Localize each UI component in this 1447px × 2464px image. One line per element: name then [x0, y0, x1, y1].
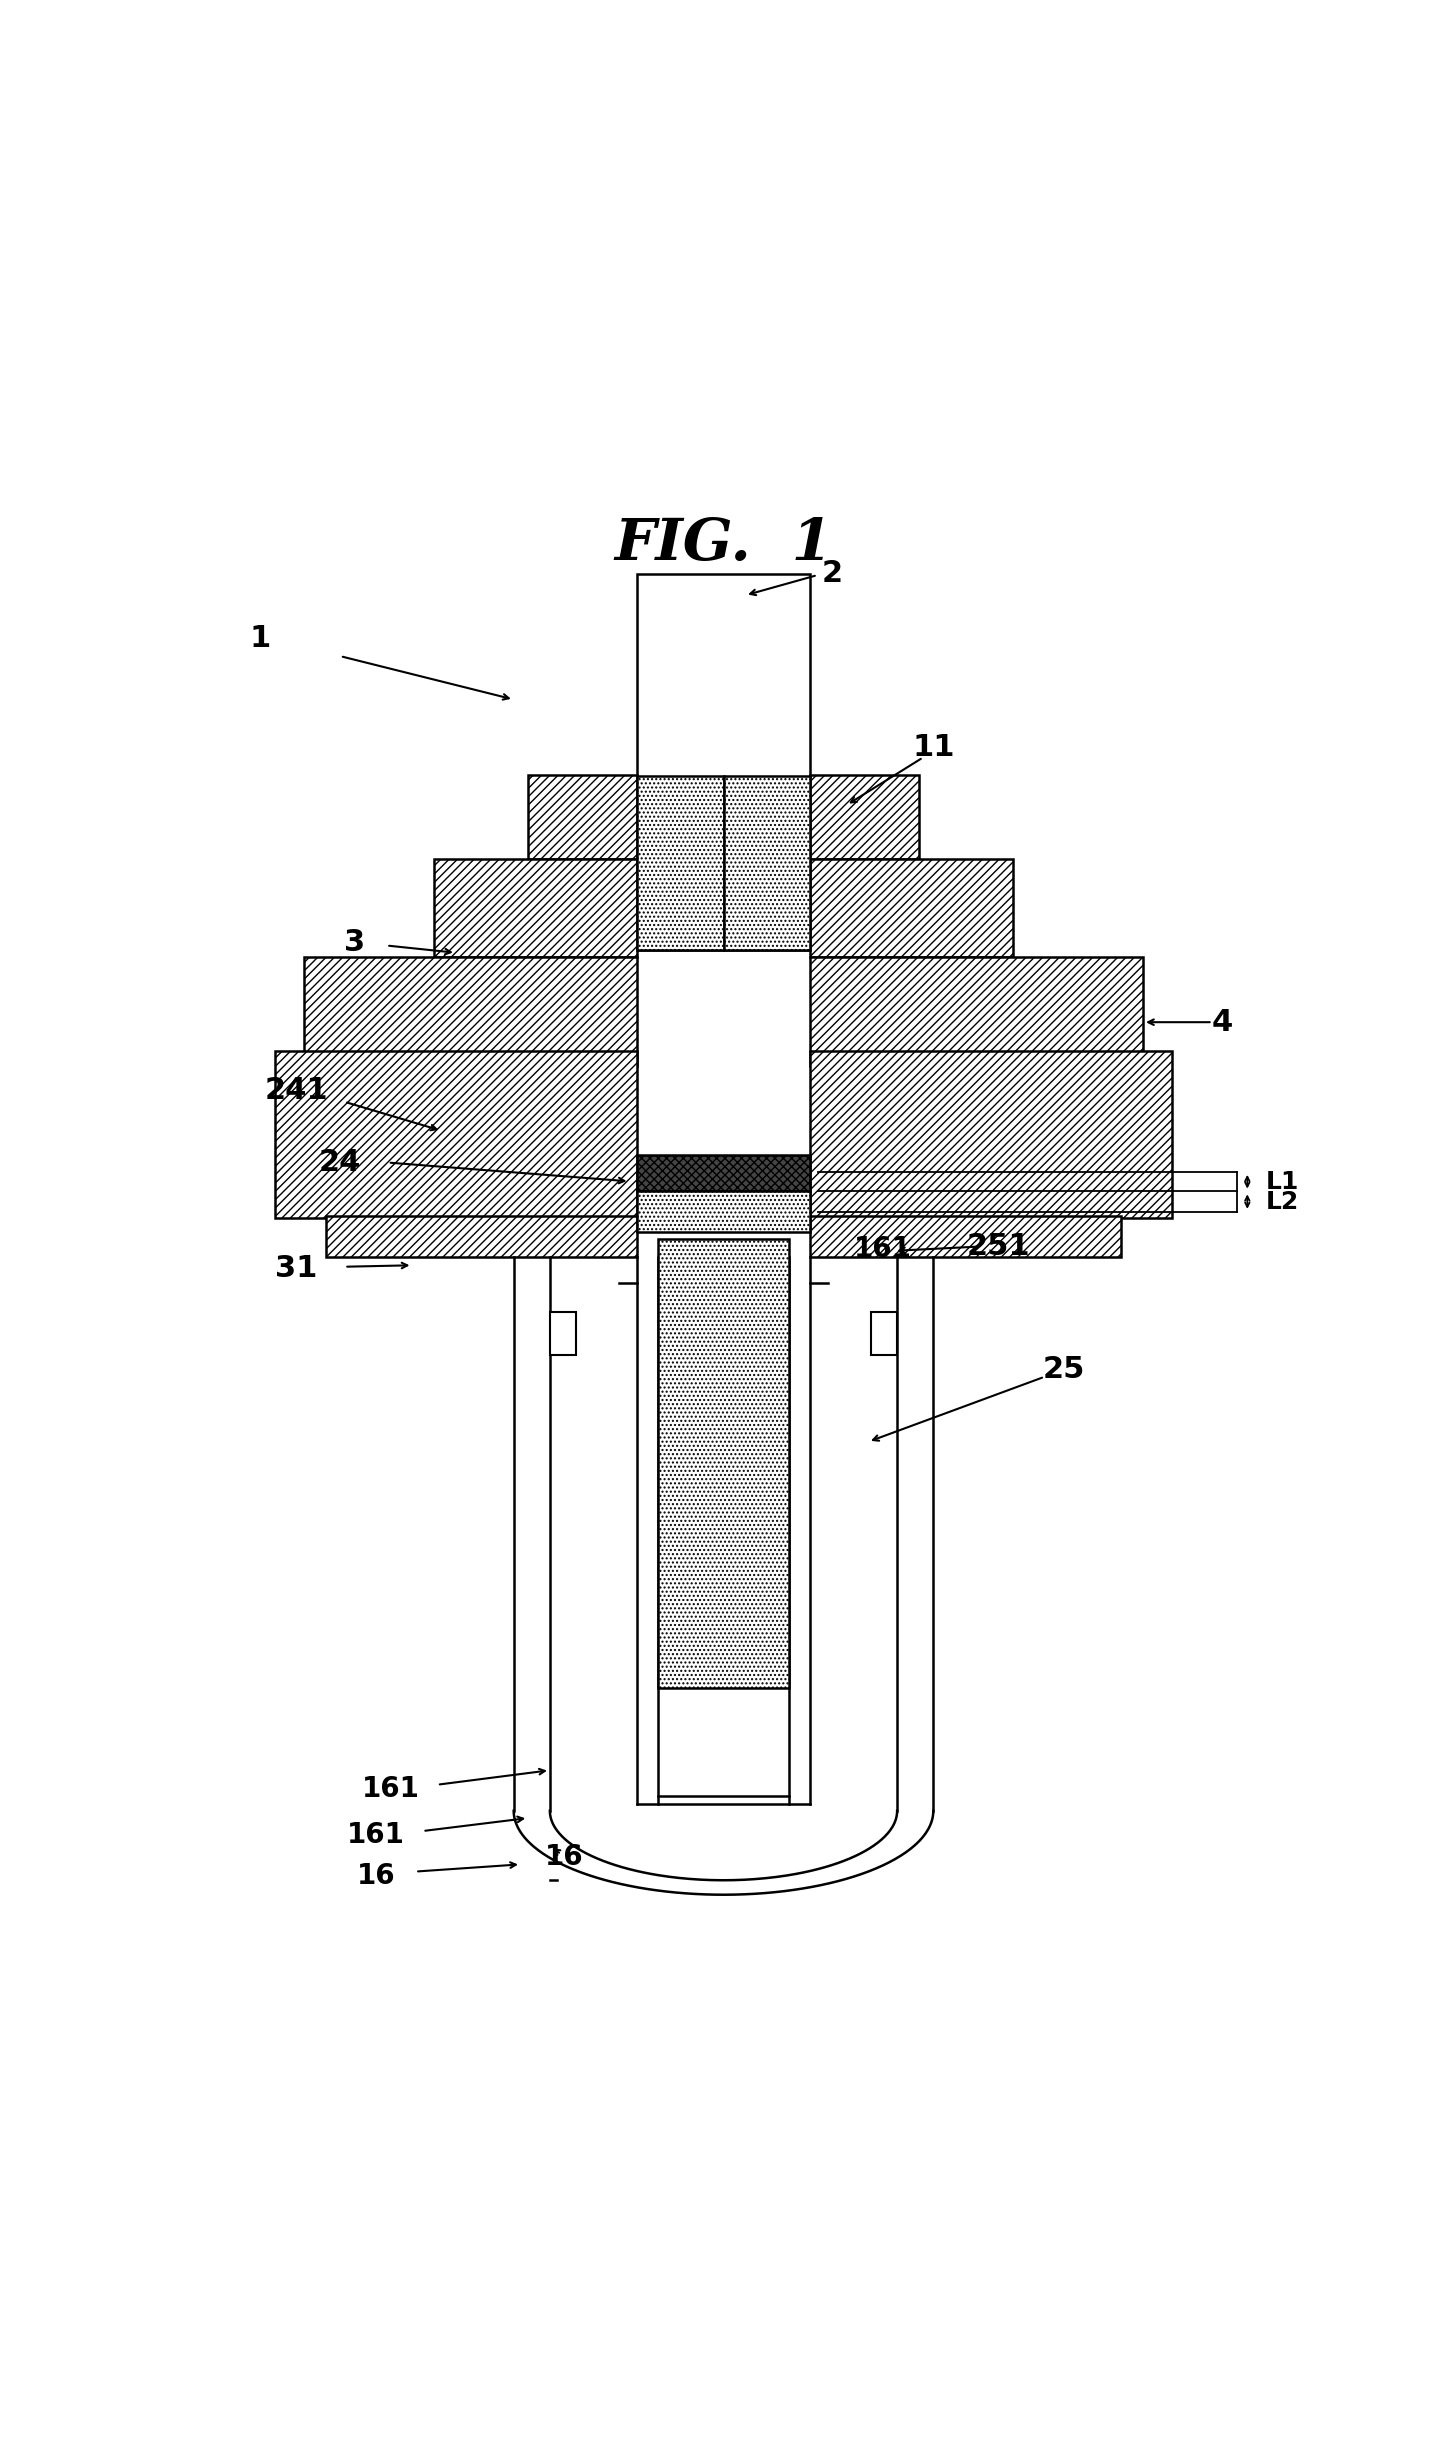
Text: 1: 1	[250, 623, 271, 653]
Bar	[528, 774, 637, 857]
Text: 241: 241	[265, 1077, 328, 1104]
Text: 3: 3	[344, 929, 365, 956]
Bar	[326, 1217, 637, 1257]
Text: 31: 31	[275, 1254, 318, 1284]
Text: 16: 16	[546, 1843, 583, 1870]
Bar	[637, 1156, 810, 1193]
Bar	[550, 1311, 576, 1355]
Bar	[304, 956, 637, 1064]
Text: 161: 161	[347, 1821, 405, 1850]
Bar	[810, 774, 919, 857]
Bar	[810, 1052, 1172, 1217]
Bar	[810, 857, 1013, 956]
Text: 25: 25	[1042, 1355, 1085, 1385]
Text: 4: 4	[1213, 1008, 1233, 1037]
Text: L2: L2	[1266, 1190, 1299, 1215]
Bar	[275, 1052, 637, 1217]
Text: 2: 2	[822, 559, 842, 589]
Bar	[637, 574, 810, 949]
Text: 16: 16	[357, 1863, 395, 1890]
Bar	[637, 1193, 810, 1232]
Text: 11: 11	[912, 732, 955, 761]
Bar	[434, 857, 637, 956]
Bar	[810, 1217, 1121, 1257]
Text: 161: 161	[362, 1774, 420, 1804]
Text: 24: 24	[318, 1148, 362, 1178]
Text: 161: 161	[854, 1234, 912, 1264]
Text: 251: 251	[967, 1232, 1030, 1262]
Bar	[871, 1311, 897, 1355]
Bar	[658, 1239, 789, 1688]
Text: FIG.  1: FIG. 1	[615, 517, 832, 574]
Bar	[810, 956, 1143, 1064]
Text: L1: L1	[1266, 1170, 1299, 1193]
Bar	[724, 776, 810, 949]
Bar	[637, 776, 724, 949]
